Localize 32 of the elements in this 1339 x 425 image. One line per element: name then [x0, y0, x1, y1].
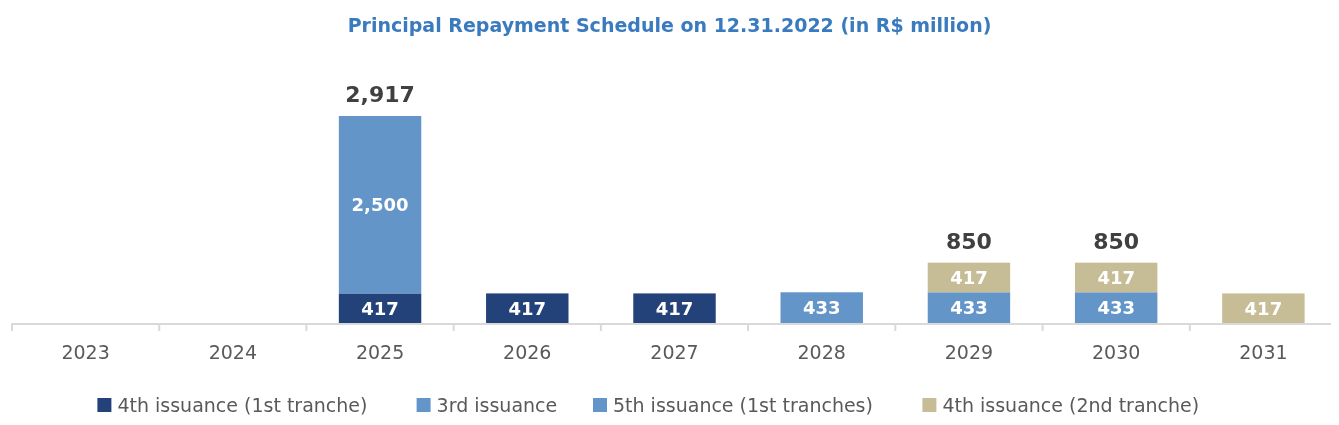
- legend-label: 4th issuance (2nd tranche): [942, 394, 1200, 416]
- bar: [338, 116, 422, 294]
- data-label: 417: [508, 297, 547, 319]
- data-label: 433: [950, 296, 988, 318]
- data-label: 433: [1097, 296, 1135, 318]
- total-label: 850: [945, 228, 992, 254]
- x-tick-label: 2028: [797, 341, 846, 363]
- x-tick-label: 2029: [944, 341, 994, 363]
- legend-label: 3rd issuance: [436, 394, 558, 416]
- x-tick-label: 2027: [650, 341, 699, 363]
- bar: [338, 293, 422, 323]
- x-tick-label: 2031: [1239, 341, 1288, 363]
- x-tick-label: 2023: [61, 341, 110, 363]
- x-tick-label: 2024: [208, 341, 258, 363]
- bar: [633, 293, 716, 323]
- data-label: 417: [1244, 297, 1283, 319]
- data-label: 417: [655, 297, 694, 319]
- data-label: 417: [361, 297, 399, 319]
- x-tick-label: 2030: [1091, 341, 1141, 363]
- data-label: 417: [1097, 266, 1135, 288]
- x-tick-label: 2025: [355, 341, 405, 363]
- data-label: 433: [802, 296, 841, 318]
- chart-title: Principal Repayment Schedule on 12.31.2022 (in R$ million): [347, 14, 992, 36]
- legend-label: 5th issuance (1st tranches): [613, 394, 873, 416]
- total-label: 850: [1093, 228, 1140, 254]
- bar: [486, 293, 569, 323]
- total-label: 2,917: [345, 82, 415, 107]
- data-label: 2,500: [351, 194, 409, 215]
- legend-label: 4th issuance (1st tranche): [117, 394, 368, 416]
- bar: [1222, 293, 1305, 323]
- x-tick-label: 2026: [503, 341, 552, 363]
- data-label: 417: [950, 266, 988, 288]
